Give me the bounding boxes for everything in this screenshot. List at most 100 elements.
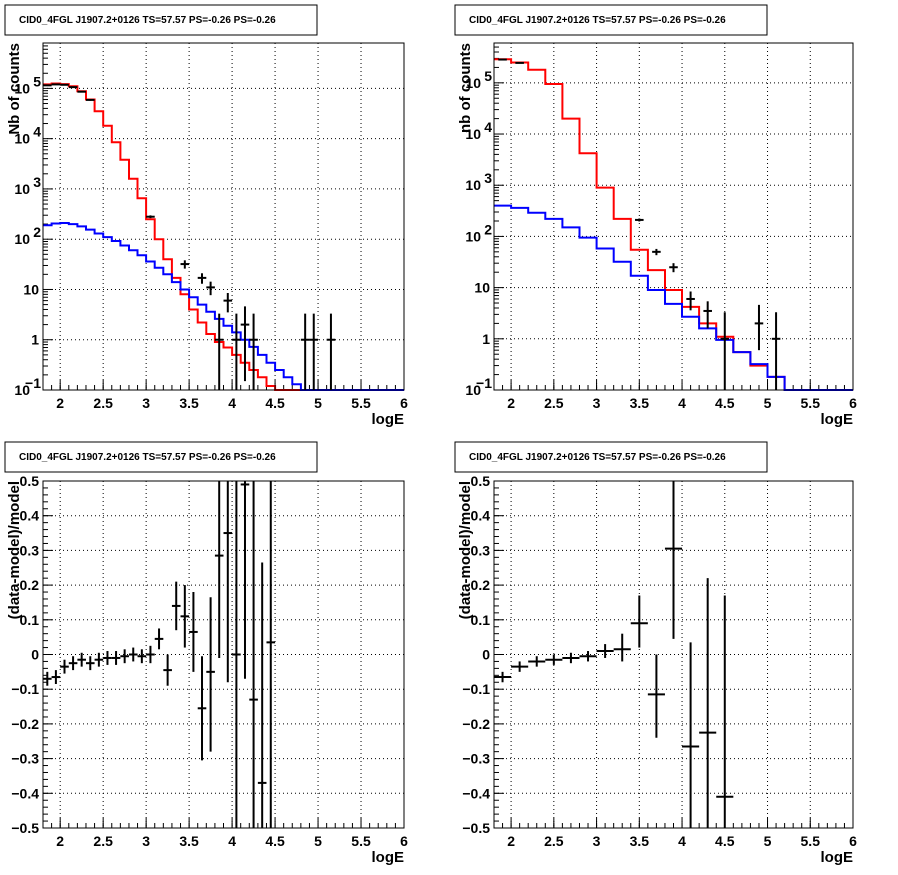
data-point (68, 656, 78, 671)
data-point (686, 291, 695, 311)
data-point (51, 670, 61, 684)
data-point (77, 652, 86, 667)
x-tick-label: 6 (400, 833, 408, 849)
y-tick-label: 10 (465, 75, 481, 91)
data-point (515, 61, 524, 64)
chart-title: CID0_4FGL J1907.2+0126 TS=57.57 PS=-0.26… (469, 452, 726, 463)
title-box (454, 441, 768, 473)
x-tick-label: 2.5 (93, 833, 113, 849)
x-axis-label: logE (821, 849, 854, 866)
data-point (68, 86, 78, 89)
title-box (4, 441, 318, 473)
x-tick-label: 2.5 (544, 833, 564, 849)
y-tick-label: −0.1 (462, 681, 490, 697)
y-tick-label: 10 (14, 181, 30, 197)
y-tick-label: 0 (482, 647, 490, 663)
y-tick-label: 10 (465, 126, 481, 142)
data-point (214, 313, 224, 390)
data-point (146, 215, 155, 219)
data-point (103, 651, 112, 665)
data-point (154, 628, 164, 650)
y-tick-label: 10 (14, 231, 30, 247)
data-point (630, 595, 648, 648)
data-point (60, 83, 69, 86)
y-tick-label: 10 (474, 280, 490, 296)
chart-panel-1: CID0_4FGL J1907.2+0126 TS=57.57 PS=-0.26… (4, 4, 408, 428)
y-axis-label: nb of counts (457, 43, 474, 133)
data-point (137, 649, 147, 664)
data-point (111, 651, 121, 665)
data-point (94, 652, 104, 667)
data-point (647, 654, 665, 738)
y-tick-exponent: 2 (33, 224, 41, 240)
y-tick-exponent: −1 (25, 375, 41, 391)
data-point (223, 293, 233, 313)
y-axis-label: (data-model)/model (457, 481, 474, 619)
y-tick-label: 0.1 (20, 612, 40, 628)
x-tick-label: 5 (764, 833, 772, 849)
y-tick-label: −0.2 (462, 716, 490, 732)
data-point (664, 481, 683, 639)
y-axis-label: Nb of counts (6, 43, 23, 135)
x-tick-label: 3 (142, 833, 150, 849)
data-point (771, 312, 781, 390)
data-point (197, 273, 207, 284)
data-point (214, 481, 224, 658)
x-tick-label: 6 (400, 395, 408, 411)
title-box (4, 4, 318, 36)
x-tick-label: 3.5 (179, 395, 199, 411)
y-tick-label: 0.3 (20, 542, 40, 558)
title-box (454, 4, 768, 36)
y-tick-label: 10 (465, 228, 481, 244)
data-point (85, 656, 95, 671)
chart-title: CID0_4FGL J1907.2+0126 TS=57.57 PS=-0.26… (469, 15, 726, 26)
data-point (43, 84, 52, 87)
data-point (716, 595, 734, 828)
y-tick-label: 0.5 (471, 473, 491, 489)
y-tick-label: 0.1 (471, 612, 491, 628)
data-point (171, 581, 181, 631)
y-tick-label: −0.5 (462, 820, 490, 836)
chart-panel-2: CID0_4FGL J1907.2+0126 TS=57.57 PS=-0.26… (454, 4, 857, 428)
x-tick-label: 4 (228, 395, 236, 411)
data-point (511, 661, 529, 672)
x-tick-label: 2 (507, 833, 515, 849)
x-tick-label: 2 (56, 395, 64, 411)
x-tick-label: 4.5 (265, 833, 285, 849)
x-axis-label: logE (372, 411, 405, 428)
y-tick-label: −0.1 (11, 681, 39, 697)
x-tick-label: 4 (678, 395, 686, 411)
data-point (120, 649, 129, 664)
y-tick-label: 0.5 (20, 473, 40, 489)
data-point (180, 585, 190, 648)
data-point (60, 659, 69, 674)
y-tick-label: 0.2 (20, 577, 40, 593)
data-point (85, 98, 95, 101)
y-tick-label: 0.4 (471, 508, 491, 524)
y-tick-label: 10 (465, 382, 481, 398)
y-tick-label: 10 (14, 80, 30, 96)
x-tick-label: 3.5 (179, 833, 199, 849)
y-tick-exponent: 3 (484, 170, 492, 186)
y-tick-label: 0.2 (471, 577, 491, 593)
data-point (562, 652, 580, 664)
x-tick-label: 5 (764, 395, 772, 411)
data-point (528, 656, 546, 667)
x-tick-label: 5 (314, 833, 322, 849)
y-tick-exponent: 5 (484, 68, 492, 84)
data-point (326, 313, 336, 390)
plot-area (494, 43, 853, 390)
data-point (652, 248, 661, 256)
data-point (703, 301, 712, 329)
x-tick-label: 4.5 (265, 395, 285, 411)
data-point (613, 633, 631, 662)
data-point (754, 304, 764, 351)
data-point (77, 90, 86, 93)
data-point (720, 312, 730, 390)
x-tick-label: 3.5 (630, 833, 650, 849)
data-point (240, 306, 250, 382)
y-tick-label: −0.3 (462, 751, 490, 767)
y-axis-label: (data-model)/model (6, 481, 23, 619)
data-point (163, 654, 172, 686)
